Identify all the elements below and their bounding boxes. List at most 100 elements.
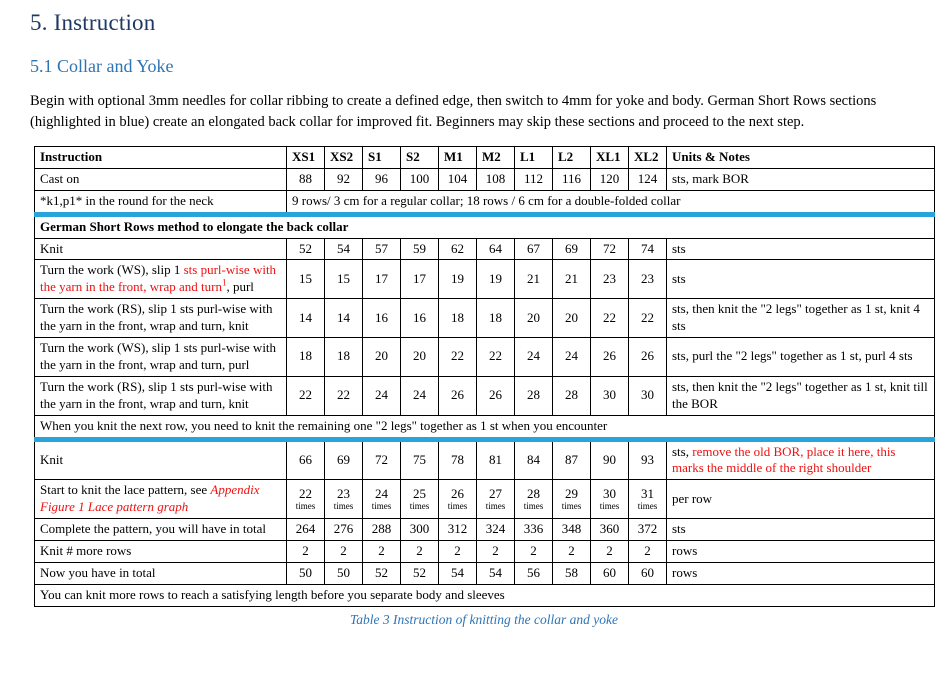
col-header-size: M1 xyxy=(438,146,477,169)
value-unit: times xyxy=(599,501,620,512)
value-cell: 120 xyxy=(590,167,629,191)
text-segment: Cast on xyxy=(40,170,80,186)
value-number: 29 xyxy=(565,486,578,502)
instruction-cell: Turn the work (WS), slip 1 sts purl-wise… xyxy=(34,337,287,377)
value-cell: 116 xyxy=(552,167,591,191)
value-cell: 72 xyxy=(590,237,629,261)
text-segment: sts, then knit the "2 legs" together as … xyxy=(672,301,920,334)
value-cell: 2 xyxy=(324,539,363,563)
subsection-heading: 5.1 Collar and Yoke xyxy=(30,56,174,76)
value-cell: 23 xyxy=(628,259,667,300)
value-cell: 58 xyxy=(552,561,591,585)
value-cell: 75 xyxy=(400,438,439,481)
value-cell: 54 xyxy=(324,237,363,261)
value-cell: 348 xyxy=(552,518,591,541)
text-segment: Turn the work (WS), slip 1 sts purl-wise… xyxy=(40,340,277,372)
value-cell: 15 xyxy=(286,259,325,300)
instruction-cell: Knit xyxy=(34,237,287,261)
value-cell: 52 xyxy=(400,561,439,585)
table-row: You can knit more rows to reach a satisf… xyxy=(34,583,935,607)
text-segment: sts, xyxy=(672,443,693,459)
value-cell: 372 xyxy=(628,518,667,541)
value-cell: 26 xyxy=(590,337,629,377)
value-cell: 54 xyxy=(476,561,515,585)
value-number: 22 xyxy=(299,486,312,502)
value-cell: 78 xyxy=(438,438,477,481)
value-cell: 64 xyxy=(476,237,515,261)
value-unit: times xyxy=(561,501,582,512)
value-cell: 16 xyxy=(362,298,401,339)
value-cell: 62 xyxy=(438,237,477,261)
value-cell: 324 xyxy=(476,518,515,541)
instruction-table: Instruction XS1 XS2 S1 S2 M1 M2 L1 L2 XL1 XL2 Units… xyxy=(34,146,935,607)
value-cell: 27 times xyxy=(476,479,515,520)
units-notes-cell: sts, mark BOR xyxy=(666,167,935,191)
value-cell: 50 xyxy=(324,561,363,585)
value-cell: 19 xyxy=(438,259,477,300)
instruction-cell: Turn the work (RS), slip 1 sts purl-wise… xyxy=(34,298,287,339)
value-cell: 30 xyxy=(590,375,629,416)
value-cell: 20 xyxy=(362,337,401,377)
value-cell: 60 xyxy=(590,561,629,585)
text-segment: sts, mark BOR xyxy=(672,170,749,186)
value-cell: 23 xyxy=(590,259,629,300)
col-header-size: XL2 xyxy=(628,146,667,169)
value-cell: 90 xyxy=(590,438,629,481)
table-body: Cast on 88 92 96 100 104 108 112 116 120 124 sts, m… xyxy=(34,167,935,607)
value-cell: 29 times xyxy=(552,479,591,520)
value-cell: 31 times xyxy=(628,479,667,520)
col-header-size: XL1 xyxy=(590,146,629,169)
value-cell: 108 xyxy=(476,167,515,191)
units-notes-cell: sts, remove the old BOR, place it here, … xyxy=(666,438,935,481)
table-row: Start to knit the lace pattern, see Appe… xyxy=(34,479,935,520)
value-cell: 18 xyxy=(286,337,325,377)
value-cell: 20 xyxy=(514,298,553,339)
value-cell: 2 xyxy=(362,539,401,563)
value-cell: 54 xyxy=(438,561,477,585)
value-unit: times xyxy=(485,501,506,512)
value-cell: 360 xyxy=(590,518,629,541)
section-heading: 5. Instruction xyxy=(30,10,156,35)
value-cell: 124 xyxy=(628,167,667,191)
value-cell: 20 xyxy=(552,298,591,339)
table-row: Turn the work (RS), slip 1 sts purl-wise… xyxy=(34,298,935,339)
table-row: Now you have in total 50 50 52 52 54 54 56 58 60 6… xyxy=(34,561,935,585)
instruction-cell: Knit xyxy=(34,438,287,481)
value-cell: 2 xyxy=(438,539,477,563)
value-number: 30 xyxy=(603,486,616,502)
text-segment: sts, then knit the "2 legs" together as … xyxy=(672,378,928,411)
instruction-cell: Turn the work (RS), slip 1 sts purl-wise… xyxy=(34,375,287,416)
value-number: 25 xyxy=(413,486,426,502)
value-cell: 16 xyxy=(400,298,439,339)
value-number: 26 xyxy=(451,486,464,502)
red-text-segment: 1 xyxy=(221,278,227,289)
text-segment: Complete the pattern, you will have in t… xyxy=(40,521,267,537)
col-header-size: S2 xyxy=(400,146,439,169)
value-cell: 92 xyxy=(324,167,363,191)
value-cell: 22 xyxy=(590,298,629,339)
value-cell: 2 xyxy=(590,539,629,563)
instruction-cell: Now you have in total xyxy=(34,561,287,585)
red-text-segment: Appendix Figure 1 Lace pattern graph xyxy=(40,482,260,515)
table-row: Knit 66 69 72 75 78 81 84 87 90 93 sts, remove the … xyxy=(34,438,935,481)
value-cell: 52 xyxy=(286,237,325,261)
table-row: German Short Rows method to elongate the… xyxy=(34,211,935,239)
text-segment: rows xyxy=(672,564,698,580)
value-cell: 66 xyxy=(286,438,325,481)
value-cell: 74 xyxy=(628,237,667,261)
value-cell: 312 xyxy=(438,518,477,541)
red-text-segment: sts purl-wise with the yarn in the front… xyxy=(40,262,277,295)
table-head: Instruction XS1 XS2 S1 S2 M1 M2 L1 L2 XL1 XL2 Units… xyxy=(34,146,935,169)
instruction-cell: Cast on xyxy=(34,167,287,191)
value-cell: 67 xyxy=(514,237,553,261)
col-header-size: S1 xyxy=(362,146,401,169)
value-cell: 26 xyxy=(476,375,515,416)
value-cell: 100 xyxy=(400,167,439,191)
text-segment: German Short Rows method to elongate the… xyxy=(40,218,349,234)
value-cell: 28 xyxy=(514,375,553,416)
text-segment: Turn the work (RS), slip 1 sts purl-wise… xyxy=(40,301,273,334)
col-header-size: L1 xyxy=(514,146,553,169)
spanned-note-cell: 9 rows/ 3 cm for a regular collar; 18 ro… xyxy=(286,189,935,215)
value-number: 31 xyxy=(641,486,654,502)
value-cell: 18 xyxy=(476,298,515,339)
